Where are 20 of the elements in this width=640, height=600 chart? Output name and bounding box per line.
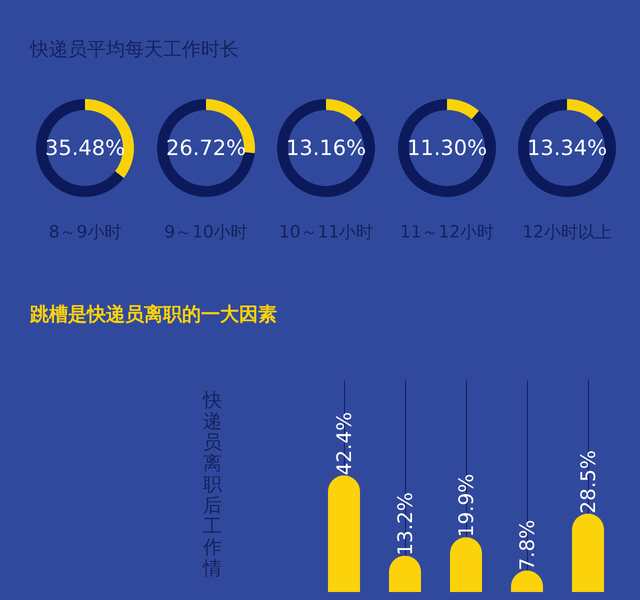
text: 12小时以上: [522, 222, 612, 242]
data-label: 42.4%: [332, 412, 356, 476]
text: 11～12小时: [399, 222, 494, 242]
text: 10～11小时: [278, 222, 374, 242]
data-label: 19.9%: [454, 474, 478, 538]
data-label: 11.30%: [406, 136, 487, 160]
bar: [328, 475, 360, 592]
data-label: 13.16%: [286, 136, 366, 160]
data-label: 28.5%: [576, 450, 600, 514]
bar: [450, 537, 482, 592]
text: 快递员平均每天工作时长: [29, 38, 239, 60]
data-label: 26.72%: [165, 136, 246, 160]
text: 8～9小时: [48, 222, 122, 242]
bar: [572, 514, 604, 592]
text: 跳槽是快递员离职的一大因素: [29, 304, 277, 326]
text: 快递员离职后工作情: [203, 390, 222, 580]
data-label: 13.34%: [526, 136, 608, 160]
data-label: 7.8%: [515, 520, 539, 571]
text: 9～10小时: [164, 222, 248, 242]
data-label: 13.2%: [393, 492, 417, 556]
